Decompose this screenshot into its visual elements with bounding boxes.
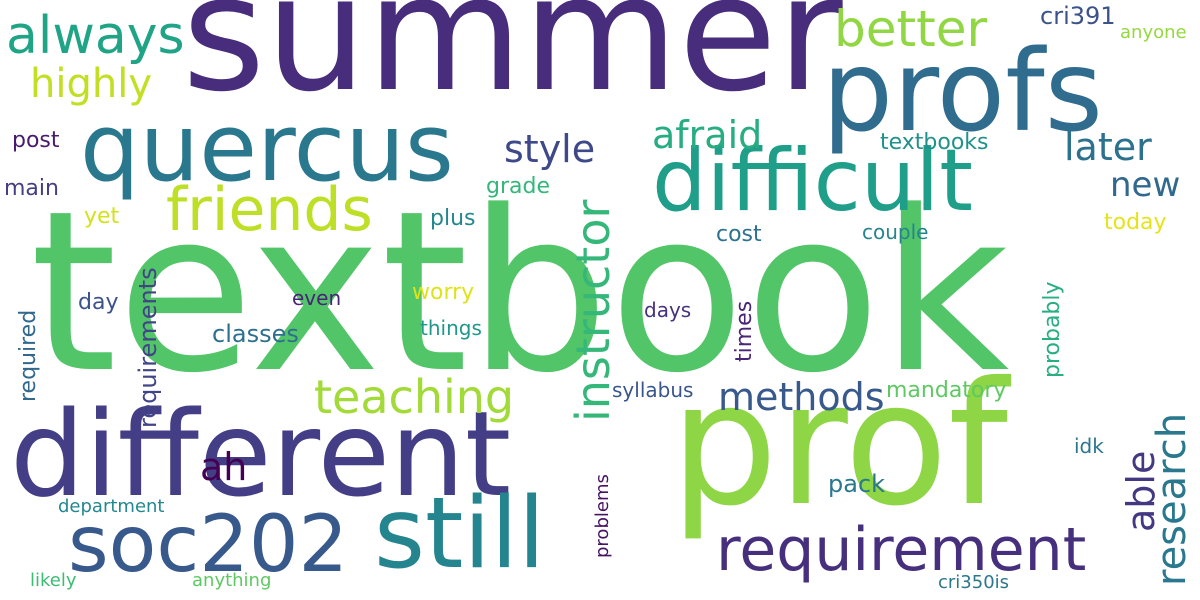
word-afraid: afraid [652,113,763,157]
word-days: days [644,298,692,322]
word-teaching: teaching [314,370,515,424]
word-today: today [1104,210,1167,235]
word-anyone: anyone [1120,22,1187,43]
word-even: even [292,286,342,310]
word-still: still [374,477,546,591]
word-likely: likely [30,570,77,591]
word-new: new [1110,165,1181,205]
word-requirement: requirement [716,515,1087,585]
word-summer: summer [182,0,843,127]
word-soc202: soc202 [68,500,349,590]
word-day: day [78,290,119,315]
word-times: times [732,300,757,362]
word-cri350is: cri350is [938,572,1010,593]
word-cost: cost [716,222,762,247]
word-profs: profs [822,27,1103,157]
word-required: required [16,309,41,402]
word-anything: anything [192,570,272,591]
word-idk: idk [1074,434,1104,458]
word-syllabus: syllabus [612,378,694,402]
word-post: post [12,128,60,153]
word-problems: problems [592,474,613,558]
word-better: better [834,0,988,58]
word-textbook: textbook [30,164,1010,422]
word-requirements: requirements [134,267,162,428]
word-able: able [1119,450,1163,532]
word-friends: friends [166,175,373,245]
word-plus: plus [430,206,476,231]
word-difficult: difficult [652,131,974,231]
word-mandatory: mandatory [886,378,1007,403]
word-style: style [504,127,596,171]
word-textbooks: textbooks [880,130,989,155]
word-ah: ah [200,445,248,489]
word-probably: probably [1040,281,1065,378]
word-pack: pack [828,470,886,498]
word-things: things [420,316,482,340]
word-classes: classes [212,320,299,348]
word-department: department [58,496,165,517]
word-methods: methods [718,375,885,419]
word-couple: couple [862,220,929,244]
word-yet: yet [84,204,120,229]
word-always: always [6,6,185,66]
word-grade: grade [486,174,550,199]
word-main: main [4,176,59,201]
word-different: different [10,385,512,523]
word-prof: prof [670,346,1008,544]
word-cri391: cri391 [1040,2,1116,30]
word-highly: highly [30,61,152,107]
word-quercus: quercus [80,94,454,203]
word-instructor: instructor [566,199,620,422]
word-worry: worry [412,280,475,305]
word-later: later [1064,125,1152,169]
